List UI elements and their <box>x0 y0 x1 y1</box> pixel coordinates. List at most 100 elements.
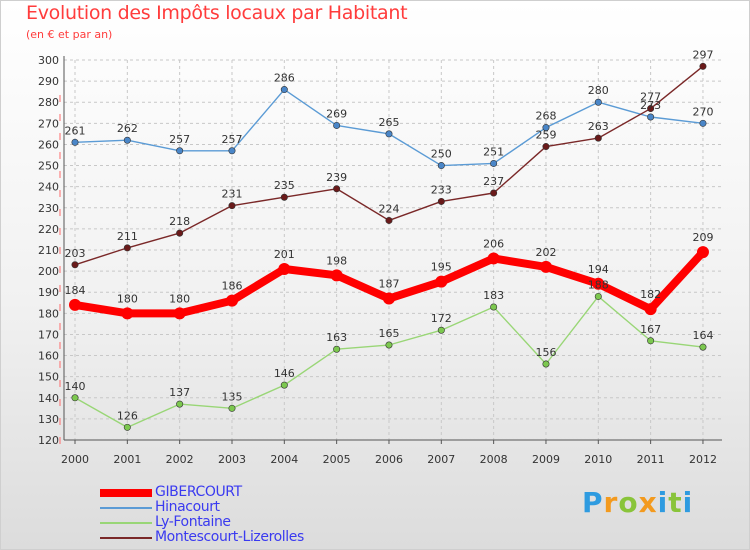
chart-subtitle: (en € et par an) <box>26 28 113 41</box>
data-point <box>437 326 445 334</box>
x-tick-label: 2003 <box>218 453 246 466</box>
logo-letter: o <box>618 486 639 519</box>
data-point <box>228 202 236 210</box>
data-point <box>435 275 448 288</box>
data-point <box>647 113 655 121</box>
data-point <box>696 246 709 259</box>
data-label: 277 <box>640 91 661 104</box>
data-point <box>228 404 236 412</box>
legend-item-hinacourt: Hinacourt <box>100 499 360 515</box>
data-label: 237 <box>483 175 504 188</box>
data-point <box>225 294 238 307</box>
data-point <box>69 298 81 311</box>
data-label: 180 <box>117 292 138 305</box>
data-label: 206 <box>483 237 504 250</box>
legend-label: GIBERCOURT <box>155 484 242 500</box>
proxiti-logo: Proxiti <box>582 486 693 519</box>
data-label: 273 <box>640 99 661 112</box>
y-tick-label: 150 <box>38 371 59 384</box>
data-label: 167 <box>640 323 661 336</box>
legend-swatch <box>100 489 152 497</box>
data-point <box>437 162 445 170</box>
x-tick-label: 2011 <box>637 453 665 466</box>
legend-swatch <box>100 522 152 524</box>
y-tick-label: 220 <box>38 223 59 236</box>
y-tick-label: 140 <box>38 392 59 405</box>
data-label: 135 <box>221 390 242 403</box>
data-point <box>644 303 657 316</box>
data-point <box>699 343 707 351</box>
data-point <box>542 124 550 132</box>
data-point <box>333 345 341 353</box>
data-label: 224 <box>378 202 399 215</box>
x-tick-label: 2004 <box>270 453 298 466</box>
data-point <box>333 121 341 129</box>
x-tick-label: 2008 <box>480 453 508 466</box>
logo-letter: P <box>582 486 604 519</box>
data-point <box>542 143 550 151</box>
data-label: 182 <box>640 288 661 301</box>
data-label: 180 <box>169 292 190 305</box>
y-tick-label: 260 <box>38 138 59 151</box>
data-label: 165 <box>378 327 399 340</box>
data-label: 211 <box>117 230 138 243</box>
data-label: 184 <box>65 284 86 297</box>
data-point <box>123 136 131 144</box>
data-point <box>699 119 707 127</box>
data-label: 188 <box>588 278 609 291</box>
data-label: 187 <box>378 278 399 291</box>
series-layer <box>69 62 709 431</box>
data-point <box>176 400 184 408</box>
data-point <box>121 307 134 320</box>
data-label: 263 <box>588 120 609 133</box>
legend-label: Ly-Fontaine <box>155 514 231 530</box>
data-point <box>176 229 184 237</box>
legend-item-gibercourt: GIBERCOURT <box>100 484 360 500</box>
data-label: 209 <box>692 231 713 244</box>
data-point <box>385 341 393 349</box>
x-tick-label: 2000 <box>61 453 89 466</box>
data-point <box>123 244 131 252</box>
data-point <box>647 105 655 113</box>
y-tick-label: 160 <box>38 350 59 363</box>
data-label: 235 <box>274 179 295 192</box>
data-point <box>333 185 341 193</box>
data-label: 163 <box>326 331 347 344</box>
data-label: 280 <box>588 84 609 97</box>
logo-letter: i <box>657 486 669 519</box>
logo-letter: x <box>638 486 658 519</box>
data-labels: 261 262 257 257 286 269 265 250 251 268 280 273 270 1… <box>65 48 714 422</box>
data-label: 164 <box>692 329 713 342</box>
data-point <box>71 138 79 146</box>
data-label: 140 <box>65 380 86 393</box>
y-tick-label: 170 <box>38 328 59 341</box>
data-point <box>71 261 79 269</box>
data-label: 268 <box>535 110 556 123</box>
data-label: 257 <box>169 133 190 146</box>
data-point <box>490 159 498 167</box>
data-label: 286 <box>274 72 295 85</box>
data-label: 183 <box>483 289 504 302</box>
data-label: 195 <box>431 261 452 274</box>
data-label: 137 <box>169 386 190 399</box>
data-point <box>490 303 498 311</box>
data-label: 262 <box>117 122 138 135</box>
data-point <box>592 277 605 290</box>
y-tick-label: 300 <box>38 54 59 67</box>
x-tick-label: 2009 <box>532 453 560 466</box>
data-point <box>280 86 288 94</box>
data-point <box>699 62 707 70</box>
data-point <box>173 307 186 320</box>
x-tick-label: 2010 <box>584 453 612 466</box>
data-label: 198 <box>326 254 347 267</box>
data-point <box>490 189 498 197</box>
x-tick-label: 2002 <box>166 453 194 466</box>
logo-letter: i <box>682 486 694 519</box>
logo-letter: r <box>603 486 619 519</box>
x-tick-label: 2006 <box>375 453 403 466</box>
data-label: 250 <box>431 148 452 161</box>
data-point <box>385 130 393 138</box>
y-tick-label: 200 <box>38 265 59 278</box>
legend-item-ly-fontaine: Ly-Fontaine <box>100 514 360 530</box>
